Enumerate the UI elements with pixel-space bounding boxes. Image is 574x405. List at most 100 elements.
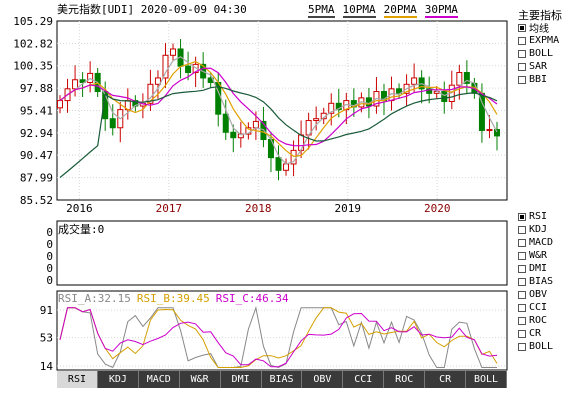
tab-roc[interactable]: ROC <box>384 371 426 388</box>
tab-wr[interactable]: W&R <box>179 371 221 388</box>
volume-tick-label: 0 <box>46 262 53 275</box>
tab-boll[interactable]: BOLL <box>466 371 507 388</box>
indicator-option-boll[interactable]: BOLL <box>518 340 553 353</box>
checkbox[interactable] <box>518 316 526 325</box>
indicator-option-expma[interactable]: EXPMA <box>518 34 562 47</box>
rsi-legend-item: RSI_B:39.45 <box>136 292 210 305</box>
checkbox[interactable] <box>518 303 526 312</box>
main-indicator-menu: 主要指标 均线 EXPMA BOLL SAR BBI <box>518 8 562 86</box>
tab-kdj[interactable]: KDJ <box>97 371 139 388</box>
x-tick-label: 2017 <box>156 202 183 215</box>
indicator-option-boll[interactable]: BOLL <box>518 47 562 60</box>
checkbox[interactable] <box>518 342 526 351</box>
ma-line-5 <box>59 56 498 165</box>
rsi-legend-item: RSI_C:46.34 <box>215 292 289 305</box>
option-label: BIAS <box>529 276 554 287</box>
tab-cr[interactable]: CR <box>425 371 467 388</box>
indicator-option-bbi[interactable]: BBI <box>518 73 562 86</box>
y-tick-label: 105.29 <box>13 15 53 28</box>
option-label: BOLL <box>529 341 554 352</box>
checkbox[interactable] <box>518 329 526 338</box>
checkbox[interactable] <box>518 238 526 247</box>
option-label: RSI <box>529 211 548 222</box>
volume-title: 成交量:0 <box>58 223 105 236</box>
tab-cci[interactable]: CCI <box>343 371 385 388</box>
indicator-option-sar[interactable]: SAR <box>518 60 562 73</box>
x-tick-label: 2018 <box>245 202 272 215</box>
checkbox[interactable] <box>518 264 526 273</box>
indicator-option-obv[interactable]: OBV <box>518 288 553 301</box>
x-tick-label: 2020 <box>424 202 451 215</box>
checkbox[interactable] <box>518 277 526 286</box>
option-label: DMI <box>529 263 548 274</box>
tab-obv[interactable]: OBV <box>302 371 344 388</box>
candle-body <box>426 88 433 94</box>
indicator-option-kdj[interactable]: KDJ <box>518 223 553 236</box>
indicator-option-dmi[interactable]: DMI <box>518 262 553 275</box>
tab-dmi[interactable]: DMI <box>220 371 262 388</box>
x-tick-label: 2019 <box>335 202 362 215</box>
checkbox[interactable] <box>518 62 526 71</box>
checkbox[interactable] <box>518 251 526 260</box>
ma-line-30 <box>59 67 498 147</box>
candle-body <box>185 65 192 74</box>
volume-tick-label: 0 <box>46 238 53 251</box>
checkbox[interactable] <box>518 225 526 234</box>
candle-body <box>298 134 305 151</box>
indicator-option-cci[interactable]: CCI <box>518 301 553 314</box>
tab-macd[interactable]: MACD <box>138 371 180 388</box>
candle-body <box>109 118 116 129</box>
rsi-b-line <box>59 307 498 368</box>
option-label: OBV <box>529 289 548 300</box>
option-label: MACD <box>529 237 554 248</box>
candle-body <box>335 102 342 111</box>
ma-line-long <box>59 86 498 178</box>
candle-body <box>494 129 500 137</box>
candle-body <box>154 77 161 85</box>
candle-body <box>102 91 109 120</box>
y-tick-label: 95.41 <box>20 104 53 117</box>
candle-body <box>411 77 418 85</box>
checkbox[interactable] <box>518 36 526 45</box>
indicator-option-bias[interactable]: BIAS <box>518 275 553 288</box>
candle-body <box>283 163 290 171</box>
candle-body <box>57 100 63 109</box>
indicator-option-roc[interactable]: ROC <box>518 314 553 327</box>
rsi-tick-label: 53 <box>40 332 53 345</box>
option-label: KDJ <box>529 224 548 235</box>
checkbox[interactable] <box>518 290 526 299</box>
rsi-panel: 91 53 14 <box>40 290 508 373</box>
rsi-a-line <box>59 305 497 369</box>
tab-bias[interactable]: BIAS <box>261 371 303 388</box>
option-label: W&R <box>529 250 548 261</box>
indicator-option-wr[interactable]: W&R <box>518 249 553 262</box>
candle-body <box>456 72 463 86</box>
chart-header: 美元指数[UDI] 2020-09-09 04:30 <box>57 3 247 16</box>
checkbox[interactable] <box>518 23 526 32</box>
candle-body <box>313 118 320 122</box>
rsi-tick-label: 14 <box>40 360 54 373</box>
indicator-option-[interactable]: 均线 <box>518 21 562 35</box>
candle-body <box>162 54 169 79</box>
y-tick-label: 92.94 <box>20 127 53 140</box>
checkbox[interactable] <box>518 75 526 84</box>
option-label: EXPMA <box>529 35 560 46</box>
tab-rsi[interactable]: RSI <box>57 371 98 388</box>
ma-legend-item: 10PMA <box>342 3 376 18</box>
indicator-option-rsi[interactable]: RSI <box>518 210 553 223</box>
indicator-option-cr[interactable]: CR <box>518 327 553 340</box>
header-date: 2020-09-09 <box>140 3 207 16</box>
candle-body <box>252 120 259 129</box>
checkbox[interactable] <box>518 212 526 221</box>
option-label: BOLL <box>529 48 554 59</box>
ma-legend: 5PMA 10PMA 20PMA 30PMA <box>308 3 458 18</box>
y-tick-label: 85.52 <box>20 194 53 207</box>
checkbox[interactable] <box>518 49 526 58</box>
rsi-c-line <box>59 307 498 368</box>
candle-body <box>72 79 79 90</box>
indicator-option-macd[interactable]: MACD <box>518 236 553 249</box>
option-label: CR <box>529 328 542 339</box>
candlestick-panel: 105.29 102.82 100.35 97.88 95.41 92.94 90.47 87… <box>13 15 508 215</box>
